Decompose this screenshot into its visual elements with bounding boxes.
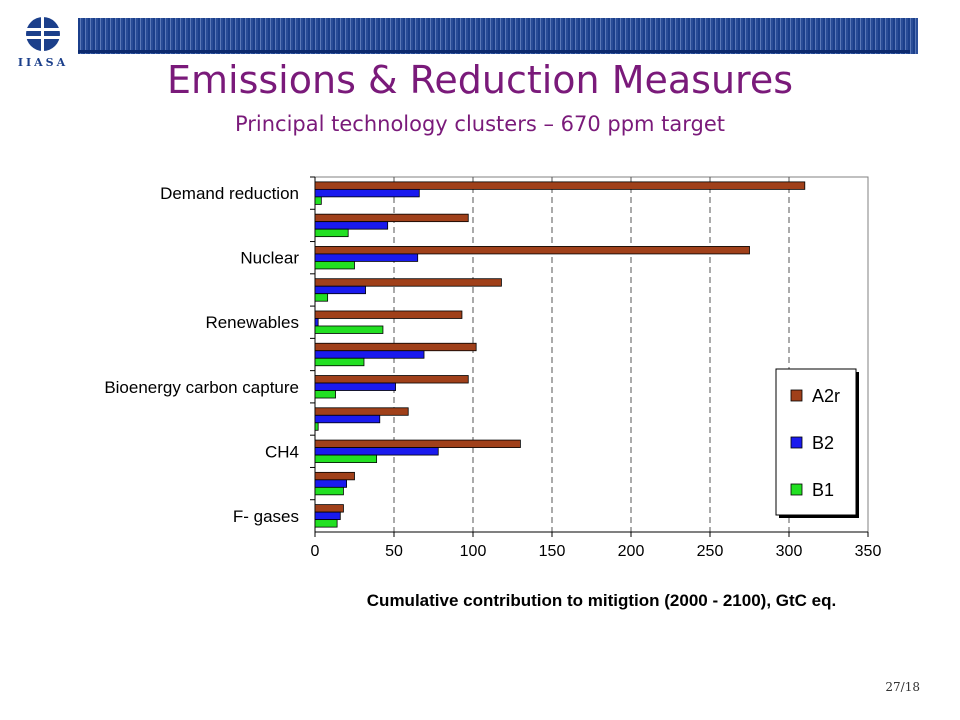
bar-b2-7 (314, 414, 381, 424)
bar-a2r-6 (314, 375, 469, 384)
bar-b2-10 (314, 511, 341, 521)
page-title: Emissions & Reduction Measures (167, 58, 793, 102)
y-tick-label: Bioenergy carbon capture (104, 378, 299, 397)
bar-b1-8 (314, 454, 378, 463)
bar-a2r-7 (314, 407, 409, 416)
bar-b2-5 (314, 350, 425, 359)
y-tick-label: F- gases (233, 507, 299, 526)
x-tick-label: 50 (385, 543, 403, 560)
y-tick-label: Demand reduction (160, 184, 299, 203)
x-axis-label: Cumulative contribution to mitigtion (20… (367, 591, 836, 610)
legend-label-b1: B1 (812, 480, 834, 500)
x-tick-label: 0 (311, 543, 320, 560)
y-tick-label: CH4 (265, 442, 299, 461)
header-band (78, 18, 918, 54)
bar-a2r-0 (314, 181, 806, 190)
legend-swatch-b2 (790, 436, 803, 449)
bar-b2-3 (314, 285, 366, 295)
bar-b1-5 (314, 357, 365, 367)
x-tick-label: 350 (855, 543, 882, 560)
y-tick-label: Renewables (205, 313, 299, 332)
bar-b1-2 (314, 261, 355, 270)
bar-b1-0 (314, 196, 322, 205)
iiasa-logo: IIASA (14, 14, 72, 72)
bar-b1-4 (314, 325, 384, 334)
legend-label-a2r: A2r (812, 386, 840, 406)
x-tick-label: 150 (539, 543, 566, 560)
bar-b1-9 (314, 486, 344, 496)
bar-a2r-1 (314, 213, 469, 223)
x-tick-label: 100 (460, 543, 487, 560)
bar-b2-8 (314, 447, 439, 456)
bar-b1-6 (314, 390, 336, 399)
x-tick-label: 300 (776, 543, 803, 560)
legend-box (775, 368, 857, 516)
bar-b2-2 (314, 253, 419, 262)
bar-a2r-10 (314, 504, 344, 513)
page-number: 27/18 (885, 680, 920, 694)
globe-icon (26, 17, 60, 51)
bar-b2-9 (314, 479, 348, 488)
bar-b1-1 (314, 228, 349, 238)
page-subtitle: Principal technology clusters – 670 ppm … (234, 112, 726, 136)
bar-a2r-2 (314, 246, 750, 255)
legend-swatch-a2r (790, 389, 803, 402)
legend-swatch-b1 (790, 483, 803, 496)
y-tick-label: Nuclear (240, 249, 299, 268)
bar-a2r-3 (314, 278, 502, 287)
header-rule (78, 50, 910, 53)
bar-b1-10 (314, 519, 338, 528)
bar-b2-0 (314, 188, 420, 198)
bar-a2r-9 (314, 471, 355, 481)
bar-b1-7 (314, 422, 319, 431)
bar-a2r-4 (314, 310, 463, 319)
bar-b2-6 (314, 382, 396, 391)
x-tick-label: 200 (618, 543, 645, 560)
bar-b2-4 (314, 318, 319, 327)
x-tick-label: 250 (697, 543, 724, 560)
bar-a2r-8 (314, 439, 521, 448)
bar-a2r-5 (314, 342, 477, 352)
logo-text: IIASA (17, 56, 69, 69)
bar-b1-3 (314, 293, 329, 302)
legend-label-b2: B2 (812, 433, 834, 453)
bar-b2-1 (314, 221, 389, 230)
